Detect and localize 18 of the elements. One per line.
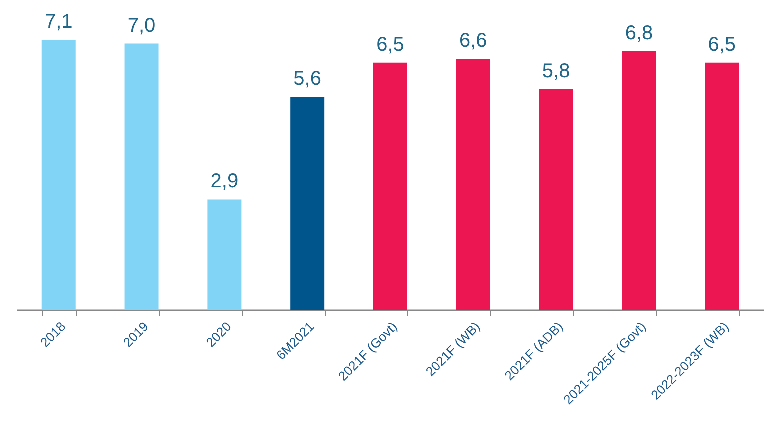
bar bbox=[42, 40, 76, 310]
data-label: 5,6 bbox=[294, 68, 322, 90]
bar bbox=[705, 62, 740, 310]
bar bbox=[124, 44, 159, 310]
data-label: 6,5 bbox=[376, 34, 404, 56]
bar bbox=[208, 200, 242, 310]
data-label: 7,0 bbox=[128, 14, 156, 37]
bar bbox=[374, 62, 408, 310]
bar bbox=[290, 97, 325, 310]
bar bbox=[539, 89, 574, 310]
bar bbox=[622, 51, 656, 310]
data-label: 6,5 bbox=[708, 34, 736, 56]
bar bbox=[456, 59, 490, 310]
data-label: 7,1 bbox=[44, 11, 73, 33]
data-label: 6,6 bbox=[460, 30, 488, 52]
data-label: 2,9 bbox=[210, 170, 239, 193]
data-label: 5,8 bbox=[542, 60, 570, 82]
data-label: 6,8 bbox=[625, 22, 654, 44]
